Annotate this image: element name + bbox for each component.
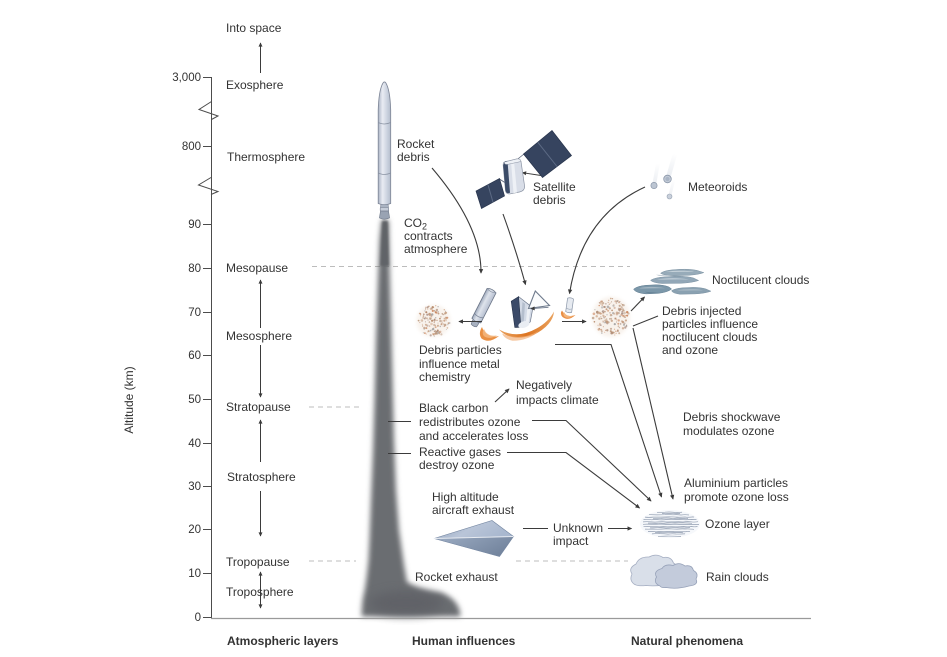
svg-text:influence metal: influence metal — [419, 357, 500, 371]
svg-text:10: 10 — [188, 568, 201, 580]
svg-text:Mesopause: Mesopause — [226, 261, 288, 275]
svg-text:Rain clouds: Rain clouds — [706, 570, 769, 584]
svg-text:Troposphere: Troposphere — [226, 585, 294, 599]
svg-text:Reactive gases: Reactive gases — [419, 445, 501, 459]
svg-text:Tropopause: Tropopause — [226, 555, 290, 569]
svg-text:30: 30 — [188, 481, 201, 493]
svg-text:debris: debris — [397, 150, 430, 164]
svg-text:aircraft exhaust: aircraft exhaust — [432, 503, 515, 517]
svg-text:20: 20 — [188, 524, 201, 536]
svg-text:Thermosphere: Thermosphere — [227, 150, 305, 164]
svg-text:Black carbon: Black carbon — [419, 401, 488, 415]
svg-text:destroy ozone: destroy ozone — [419, 458, 495, 472]
svg-text:Noctilucent clouds: Noctilucent clouds — [712, 273, 809, 287]
svg-text:Atmospheric layers: Atmospheric layers — [227, 634, 339, 648]
svg-text:60: 60 — [188, 350, 201, 362]
svg-text:Satellite: Satellite — [533, 180, 576, 194]
svg-text:impact: impact — [553, 534, 589, 548]
svg-text:promote ozone loss: promote ozone loss — [684, 490, 789, 504]
svg-text:80: 80 — [188, 263, 201, 275]
svg-text:Rocket: Rocket — [397, 137, 435, 151]
svg-text:and accelerates loss: and accelerates loss — [419, 429, 528, 443]
svg-text:Human influences: Human influences — [412, 634, 516, 648]
svg-text:modulates ozone: modulates ozone — [683, 424, 775, 438]
svg-text:Altitude (km): Altitude (km) — [122, 366, 136, 433]
svg-text:Into space: Into space — [226, 21, 282, 35]
svg-text:chemistry: chemistry — [419, 370, 470, 384]
svg-text:Aluminium particles: Aluminium particles — [684, 476, 788, 490]
svg-text:Stratosphere: Stratosphere — [227, 470, 296, 484]
svg-text:40: 40 — [188, 438, 201, 450]
svg-text:debris: debris — [533, 193, 566, 207]
svg-text:and ozone: and ozone — [662, 343, 718, 357]
svg-text:Debris particles: Debris particles — [419, 343, 502, 357]
svg-text:Unknown: Unknown — [553, 521, 603, 535]
svg-text:impacts climate: impacts climate — [516, 393, 599, 407]
svg-text:noctilucent clouds: noctilucent clouds — [662, 330, 757, 344]
svg-text:Natural phenomena: Natural phenomena — [631, 634, 743, 648]
svg-text:0: 0 — [195, 612, 201, 624]
svg-text:Ozone layer: Ozone layer — [705, 517, 770, 531]
svg-text:contracts: contracts — [404, 229, 453, 243]
svg-text:Debris shockwave: Debris shockwave — [683, 410, 781, 424]
svg-text:70: 70 — [188, 307, 201, 319]
svg-text:50: 50 — [188, 394, 201, 406]
svg-text:3,000: 3,000 — [172, 72, 201, 84]
svg-text:Exosphere: Exosphere — [226, 78, 284, 92]
svg-text:Rocket exhaust: Rocket exhaust — [415, 570, 498, 584]
svg-text:Meteoroids: Meteoroids — [688, 180, 747, 194]
svg-text:atmosphere: atmosphere — [404, 242, 468, 256]
svg-text:Mesosphere: Mesosphere — [226, 329, 292, 343]
svg-text:High altitude: High altitude — [432, 490, 499, 504]
svg-text:Negatively: Negatively — [516, 378, 572, 392]
svg-text:redistributes ozone: redistributes ozone — [419, 415, 521, 429]
svg-text:Stratopause: Stratopause — [226, 400, 291, 414]
svg-text:90: 90 — [188, 219, 201, 231]
svg-text:particles influence: particles influence — [662, 317, 758, 331]
svg-text:800: 800 — [182, 141, 201, 153]
svg-text:CO2: CO2 — [404, 216, 427, 232]
svg-text:Debris injected: Debris injected — [662, 304, 741, 318]
